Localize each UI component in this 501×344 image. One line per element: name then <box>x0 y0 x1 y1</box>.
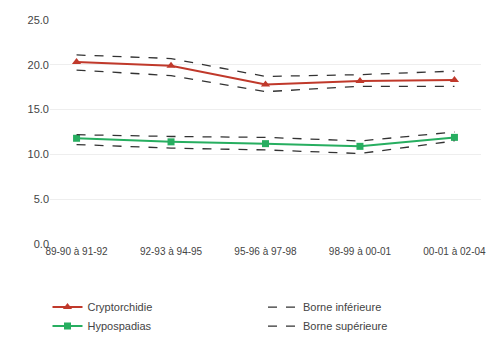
svg-text:89-90 à 91-92: 89-90 à 91-92 <box>45 246 108 257</box>
svg-text:95-96 à 97-98: 95-96 à 97-98 <box>234 246 297 257</box>
svg-text:20.0: 20.0 <box>28 59 49 71</box>
svg-text:Borne supérieure: Borne supérieure <box>303 320 387 332</box>
svg-text:5.0: 5.0 <box>34 193 49 205</box>
svg-text:25.0: 25.0 <box>28 14 49 26</box>
svg-text:Borne inférieure: Borne inférieure <box>303 301 381 313</box>
svg-text:Hypospadias: Hypospadias <box>88 320 152 332</box>
svg-text:0.0: 0.0 <box>34 238 49 250</box>
svg-text:Cryptorchidie: Cryptorchidie <box>88 301 153 313</box>
svg-text:10.0: 10.0 <box>28 148 49 160</box>
svg-text:98-99 à 00-01: 98-99 à 00-01 <box>329 246 392 257</box>
svg-text:15.0: 15.0 <box>28 103 49 115</box>
svg-text:00-01 à 02-04: 00-01 à 02-04 <box>423 246 486 257</box>
svg-text:92-93 à 94-95: 92-93 à 94-95 <box>140 246 203 257</box>
